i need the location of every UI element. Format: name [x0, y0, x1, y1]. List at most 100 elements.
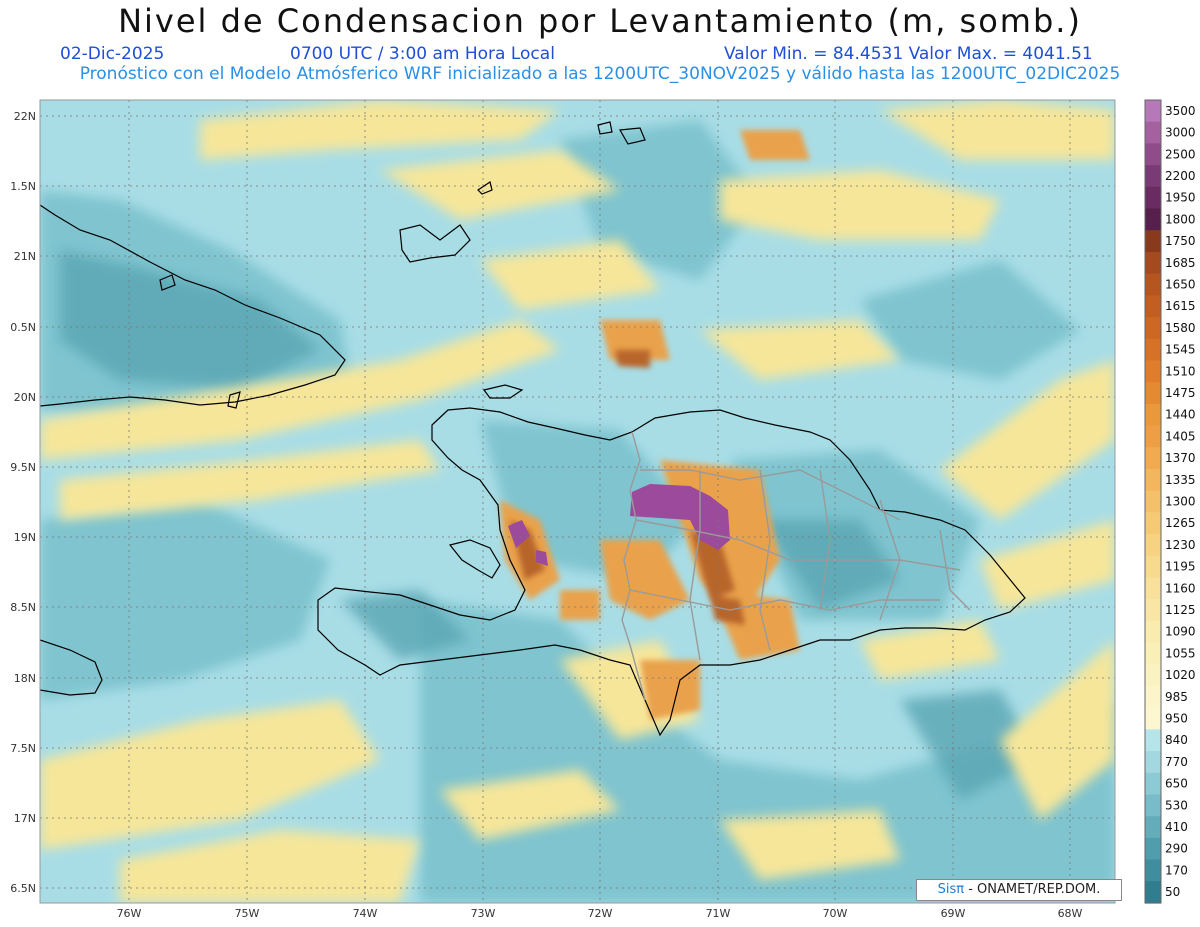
lat-label: 7.5N — [10, 742, 36, 755]
forecast-date: 02-Dic-2025 — [60, 44, 165, 64]
colorbar-swatch — [1145, 534, 1161, 557]
shaded-field — [40, 100, 1115, 903]
lon-label: 73W — [471, 907, 496, 920]
colorbar-label: 1195 — [1165, 560, 1196, 574]
lat-label: 8.5N — [10, 601, 36, 614]
colorbar-swatch — [1145, 382, 1161, 405]
colorbar-swatch — [1145, 317, 1161, 340]
colorbar-swatch — [1145, 512, 1161, 535]
colorbar-swatch — [1145, 577, 1161, 600]
value-range: Valor Min. = 84.4531 Valor Max. = 4041.5… — [724, 44, 1093, 64]
credit-box: Sisπ - ONAMET/REP.DOM. — [916, 879, 1122, 901]
colorbar-swatch — [1145, 230, 1161, 253]
colorbar-label: 1335 — [1165, 473, 1196, 487]
lat-label: 0.5N — [10, 321, 36, 334]
colorbar-swatch — [1145, 620, 1161, 644]
colorbar-label: 840 — [1165, 733, 1188, 747]
colorbar-swatch — [1145, 707, 1161, 730]
lat-label: 17N — [14, 812, 36, 825]
lon-label: 70W — [823, 907, 848, 920]
colorbar-label: 650 — [1165, 777, 1188, 791]
colorbar-label: 410 — [1165, 820, 1188, 834]
lon-label: 72W — [588, 907, 613, 920]
coastlines — [40, 121, 1026, 737]
colorbar-label: 1230 — [1165, 538, 1196, 552]
colorbar-swatch — [1145, 468, 1161, 492]
colorbar-label: 1800 — [1165, 212, 1196, 226]
lat-label: 9.5N — [10, 461, 36, 474]
colorbar-swatch — [1145, 555, 1161, 579]
colorbar-swatch — [1145, 360, 1161, 383]
colorbar-label: 1615 — [1165, 299, 1196, 313]
colorbar-swatch — [1145, 772, 1161, 796]
colorbar-swatch — [1145, 881, 1161, 904]
lon-label: 75W — [235, 907, 260, 920]
colorbar-label: 1020 — [1165, 668, 1196, 682]
political-borders — [621, 431, 971, 701]
lat-label: 19N — [14, 531, 36, 544]
colorbar-swatch — [1145, 100, 1161, 123]
colorbar-swatch — [1145, 816, 1161, 839]
lon-label: 69W — [941, 907, 966, 920]
colorbar-label: 50 — [1165, 885, 1180, 899]
colorbar-swatch — [1145, 729, 1161, 752]
colorbar-label: 1580 — [1165, 321, 1196, 335]
colorbar-label: 1160 — [1165, 581, 1196, 595]
lat-label: 22N — [14, 110, 36, 123]
lat-label: 20N — [14, 391, 36, 404]
lat-label: 21N — [14, 250, 36, 263]
colorbar-label: 1405 — [1165, 429, 1196, 443]
model-info: Pronóstico con el Modelo Atmósferico WRF… — [79, 64, 1121, 84]
credit-org: - ONAMET/REP.DOM. — [964, 882, 1101, 897]
lat-label: 6.5N — [10, 882, 36, 895]
lon-label: 71W — [706, 907, 731, 920]
map-grid — [40, 100, 1115, 903]
colorbar-swatch — [1145, 490, 1161, 513]
colorbar-swatch — [1145, 599, 1161, 622]
lat-label: 1.5N — [10, 180, 36, 193]
colorbar-swatch — [1145, 273, 1161, 296]
colorbar-label: 2200 — [1165, 169, 1196, 183]
colorbar-label: 1475 — [1165, 386, 1196, 400]
colorbar-label: 950 — [1165, 712, 1188, 726]
sis-logo-text: Sisπ — [937, 882, 965, 897]
colorbar-swatch — [1145, 751, 1161, 774]
colorbar-label: 1370 — [1165, 451, 1196, 465]
colorbar-label: 3000 — [1165, 126, 1196, 140]
colorbar-label: 1685 — [1165, 256, 1196, 270]
colorbar-label: 1440 — [1165, 408, 1196, 422]
colorbar-label: 1750 — [1165, 234, 1196, 248]
lon-label: 68W — [1058, 907, 1083, 920]
colorbar-label: 1265 — [1165, 516, 1196, 530]
colorbar-swatch — [1145, 794, 1161, 817]
colorbar-label: 1125 — [1165, 603, 1196, 617]
colorbar-label: 985 — [1165, 690, 1188, 704]
map-title: Nivel de Condensacion por Levantamiento … — [118, 2, 1082, 40]
plot-frame — [39, 99, 1116, 904]
colorbar-label: 530 — [1165, 798, 1188, 812]
colorbar-label: 770 — [1165, 755, 1188, 769]
colorbar-frame — [1144, 99, 1162, 904]
colorbar-swatch — [1145, 121, 1161, 144]
colorbar-swatch — [1145, 143, 1161, 166]
colorbar-label: 170 — [1165, 863, 1188, 877]
colorbar-label: 1055 — [1165, 646, 1196, 660]
colorbar-label: 1090 — [1165, 625, 1196, 639]
colorbar-swatch — [1145, 425, 1161, 448]
colorbar-label: 1510 — [1165, 364, 1196, 378]
colorbar-swatch — [1145, 251, 1161, 275]
colorbar-swatch — [1145, 338, 1161, 362]
colorbar-label: 1545 — [1165, 343, 1196, 357]
colorbar-label: 290 — [1165, 842, 1188, 856]
colorbar-label: 1300 — [1165, 495, 1196, 509]
colorbar-label: 3500 — [1165, 104, 1196, 118]
colorbar: 3500 3000 2500 2200 1950 1800 1750 1685 1650 1615… — [1144, 99, 1196, 904]
lat-label: 18N — [14, 672, 36, 685]
colorbar-swatch — [1145, 208, 1161, 231]
colorbar-label: 1950 — [1165, 191, 1196, 205]
colorbar-swatch — [1145, 685, 1161, 709]
longitude-labels: 76W 75W 74W 73W 72W 71W 70W 69W 68W — [117, 907, 1083, 920]
colorbar-swatch — [1145, 295, 1161, 318]
colorbar-swatch — [1145, 403, 1161, 427]
